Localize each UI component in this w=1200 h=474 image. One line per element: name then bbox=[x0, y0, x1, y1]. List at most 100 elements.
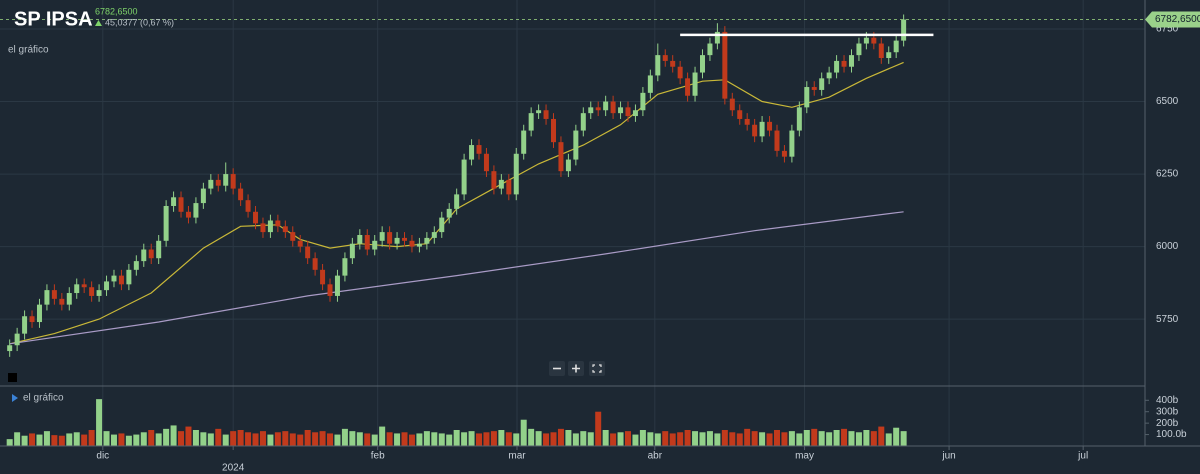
candle-body bbox=[416, 243, 422, 247]
candle-body bbox=[431, 232, 437, 238]
candle-body bbox=[74, 284, 80, 294]
volume-bar bbox=[483, 432, 490, 446]
volume-bar bbox=[73, 432, 80, 446]
volume-bar bbox=[624, 431, 631, 446]
candle-body bbox=[662, 55, 668, 61]
legend-marker bbox=[12, 394, 18, 402]
candle-body bbox=[223, 174, 229, 186]
volume-bar bbox=[647, 432, 654, 446]
volume-bar bbox=[401, 432, 408, 446]
candle-body bbox=[692, 72, 698, 96]
volume-bar bbox=[274, 432, 281, 446]
volume-bar bbox=[602, 430, 609, 446]
volume-bar bbox=[155, 433, 162, 446]
candle-body bbox=[558, 142, 564, 172]
volume-bar bbox=[706, 431, 713, 446]
volume-bar bbox=[364, 433, 371, 446]
volume-bar bbox=[699, 432, 706, 446]
candle-body bbox=[253, 211, 259, 224]
candle-body bbox=[603, 101, 609, 111]
volume-bar bbox=[259, 431, 266, 446]
volume-bar bbox=[43, 431, 50, 446]
candle-body bbox=[744, 118, 750, 125]
volume-bar bbox=[662, 431, 669, 446]
fullscreen-button[interactable] bbox=[589, 361, 605, 376]
volume-bar bbox=[803, 430, 810, 446]
candle-body bbox=[193, 203, 199, 218]
volume-bar bbox=[6, 439, 13, 446]
candle-body bbox=[156, 240, 162, 259]
volume-bar bbox=[692, 431, 699, 446]
candle-body bbox=[714, 31, 720, 44]
volume-bar bbox=[736, 433, 743, 446]
candle-body bbox=[699, 55, 705, 73]
volume-bar bbox=[252, 433, 259, 446]
volume-bar bbox=[312, 432, 319, 446]
chart-title: SP IPSA bbox=[14, 8, 93, 30]
candle-body bbox=[111, 275, 117, 282]
volume-bar bbox=[632, 434, 639, 446]
volume-bar bbox=[289, 433, 296, 446]
volume-bar bbox=[200, 432, 207, 446]
candle-body bbox=[640, 92, 646, 111]
candle-body bbox=[841, 60, 847, 67]
candle-body bbox=[215, 179, 221, 186]
volume-bar bbox=[379, 426, 386, 446]
candle-body bbox=[275, 220, 281, 227]
x-tick-label: mar bbox=[508, 451, 526, 462]
candle-body bbox=[685, 78, 691, 96]
volume-bar bbox=[319, 431, 326, 446]
candle-body bbox=[580, 113, 586, 131]
volume-bar bbox=[863, 430, 870, 446]
candle-body bbox=[893, 40, 899, 53]
volume-bar bbox=[476, 433, 483, 446]
volume-bar bbox=[468, 431, 475, 446]
zoom-in-icon bbox=[572, 364, 580, 373]
candle-body bbox=[178, 197, 184, 212]
candle-body bbox=[498, 179, 504, 189]
y-tick-label: 6250 bbox=[1156, 169, 1179, 180]
volume-bar bbox=[721, 430, 728, 446]
volume-bar bbox=[29, 433, 36, 446]
candle-body bbox=[476, 145, 482, 154]
volume-bar bbox=[610, 433, 617, 446]
candle-body bbox=[491, 171, 497, 189]
candle-body bbox=[104, 281, 110, 291]
candle-body bbox=[118, 275, 124, 285]
candle-body bbox=[349, 243, 355, 259]
volume-bar bbox=[14, 432, 21, 446]
candle-body bbox=[848, 55, 854, 67]
candle-body bbox=[483, 153, 489, 172]
volume-bar bbox=[498, 430, 505, 446]
volume-bar bbox=[416, 433, 423, 446]
volume-bar bbox=[796, 433, 803, 446]
x-tick-label: may bbox=[795, 451, 814, 462]
grid bbox=[0, 0, 1145, 446]
candle-body bbox=[804, 87, 810, 108]
volume-bar bbox=[490, 431, 497, 446]
candle-body bbox=[811, 87, 817, 90]
volume-bar bbox=[833, 430, 840, 446]
candle-body bbox=[260, 223, 266, 233]
volume-bar bbox=[788, 431, 795, 446]
volume-bar bbox=[371, 434, 378, 446]
volume-bar bbox=[841, 428, 848, 446]
candle-body bbox=[245, 200, 251, 212]
candle-body bbox=[632, 110, 638, 117]
candle-body bbox=[886, 52, 892, 59]
plot bbox=[0, 14, 1145, 446]
candle-body bbox=[327, 284, 333, 296]
candle-body bbox=[625, 107, 631, 117]
y-tick-label: 6000 bbox=[1156, 241, 1179, 252]
candle-body bbox=[737, 110, 743, 119]
volume-bar bbox=[66, 433, 73, 446]
candle-body bbox=[148, 249, 154, 259]
candle-body bbox=[863, 37, 869, 44]
candle-body bbox=[208, 179, 214, 189]
candle-body bbox=[126, 269, 132, 285]
candle-body bbox=[781, 150, 787, 157]
x-tick-label: feb bbox=[371, 451, 385, 462]
volume-bar bbox=[684, 430, 691, 446]
candle-body bbox=[81, 284, 87, 288]
candle-body bbox=[647, 75, 653, 93]
